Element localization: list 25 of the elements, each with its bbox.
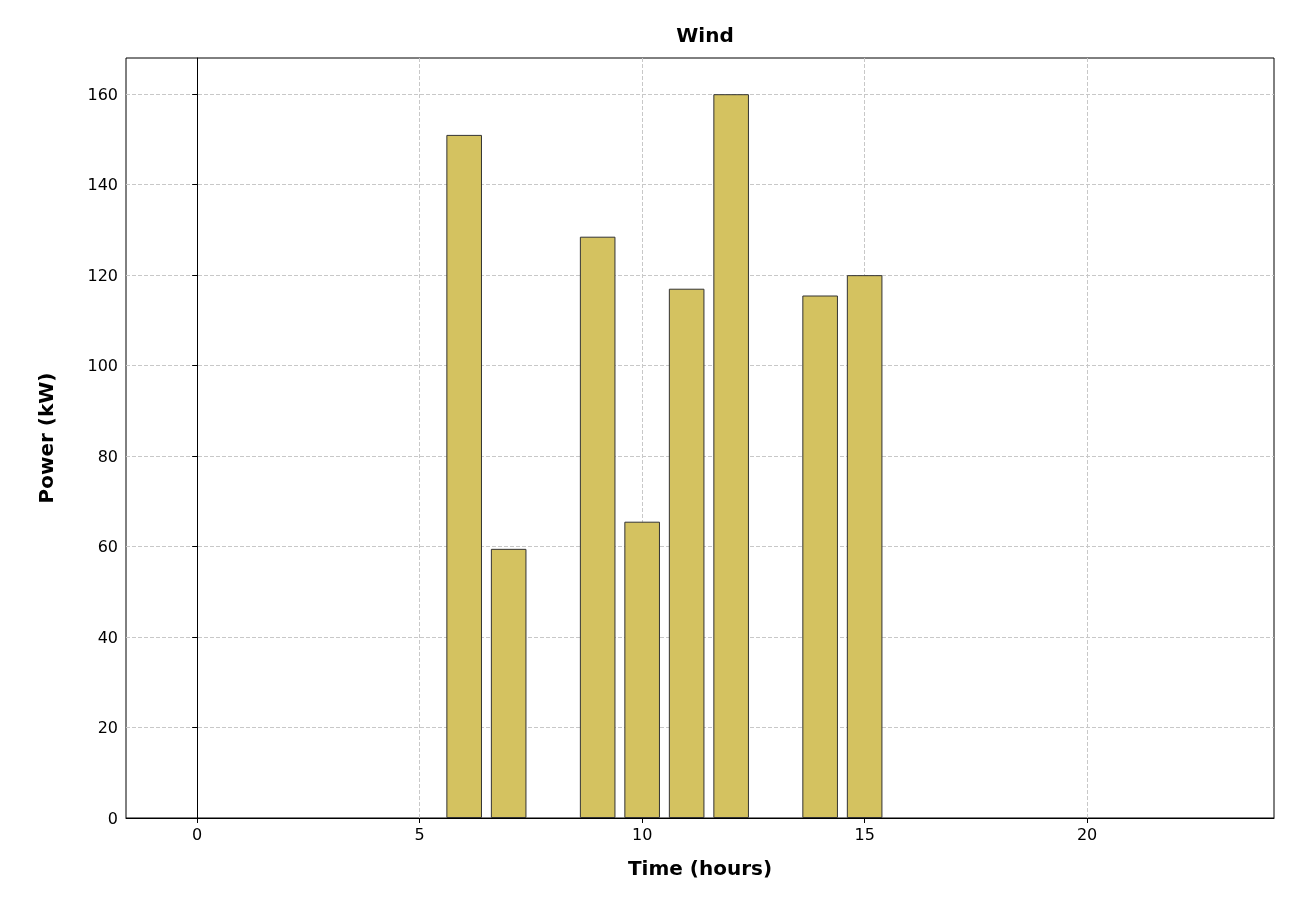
bar xyxy=(624,521,660,818)
y-tick-label: 20 xyxy=(97,718,118,738)
x-tick-label: 15 xyxy=(854,824,875,844)
bar xyxy=(846,275,883,818)
y-tick-label: 120 xyxy=(87,265,118,285)
y-tick-label: 160 xyxy=(87,84,118,104)
y-tick-label: 100 xyxy=(87,356,118,376)
x-tick-label: 10 xyxy=(631,824,653,844)
bar xyxy=(579,236,616,818)
y-tick-label: 140 xyxy=(87,175,118,195)
bar xyxy=(446,134,482,818)
bar xyxy=(802,295,838,818)
bar xyxy=(490,548,527,818)
y-tick-label: 60 xyxy=(97,537,118,557)
chart-title: Wind xyxy=(676,23,734,47)
y-tick-label: 40 xyxy=(97,627,118,647)
y-tick-label: 0 xyxy=(107,808,118,828)
x-tick-label: 0 xyxy=(192,824,203,844)
x-axis-title: Time (hours) xyxy=(627,856,773,880)
x-tick-label: 20 xyxy=(1076,824,1098,844)
x-tick-label: 5 xyxy=(414,824,425,844)
y-tick-label: 80 xyxy=(97,446,118,466)
bar xyxy=(713,94,749,818)
y-axis-title: Power (kW) xyxy=(34,372,58,504)
bar xyxy=(668,288,705,818)
